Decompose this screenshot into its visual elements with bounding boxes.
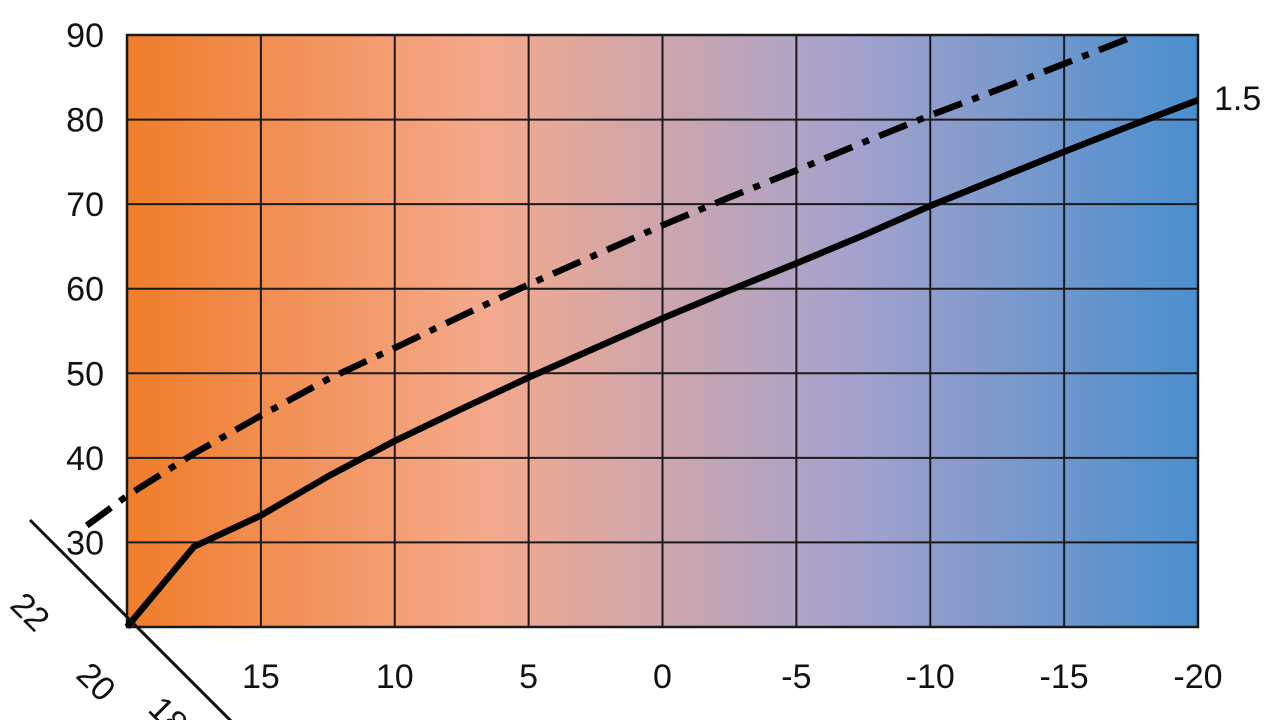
y-tick-label: 70: [66, 186, 104, 224]
plot-frame: [125, 33, 1200, 629]
y-tick-labels: 30 40 50 60 70 80 90: [66, 17, 104, 562]
y-tick-label: 30: [66, 524, 104, 562]
curve-dash-dot: [84, 34, 1133, 529]
x-tick-label: 15: [242, 658, 280, 696]
series-label-solid: 1.5: [1214, 80, 1261, 118]
y-tick-label: 50: [66, 355, 104, 393]
curves-layer: [84, 34, 1200, 630]
curve-solid: [124, 97, 1200, 630]
y-tick-label: 90: [66, 17, 104, 55]
x-tick-label: 10: [376, 658, 414, 696]
x-tick-label: -15: [1040, 658, 1089, 696]
x-tick-label: 5: [519, 658, 538, 696]
x-tick-label: 0: [653, 658, 672, 696]
x-tick-label: -10: [906, 658, 955, 696]
secondary-tick-label: 22: [3, 585, 57, 639]
x-tick-labels: 15 10 5 0 -5 -10 -15 -20: [242, 658, 1223, 696]
x-tick-label: -20: [1173, 658, 1222, 696]
secondary-tick-label: 20: [69, 655, 123, 709]
y-tick-label: 60: [66, 271, 104, 309]
y-tick-label: 40: [66, 440, 104, 478]
x-tick-label: -5: [781, 658, 811, 696]
secondary-axis-line: [28, 518, 233, 720]
secondary-tick-label: 18: [141, 689, 195, 720]
y-tick-label: 80: [66, 102, 104, 140]
